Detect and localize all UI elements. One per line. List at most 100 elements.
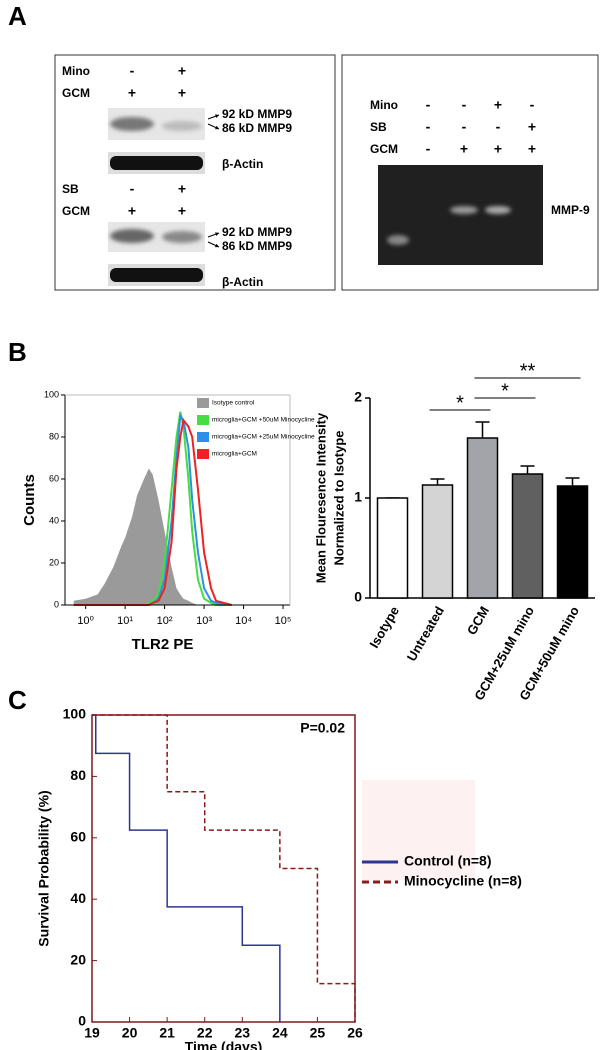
histogram-area — [73, 468, 232, 605]
survival-curve — [92, 714, 281, 1022]
condition-label: GCM — [62, 86, 90, 100]
y-tick-label: 20 — [70, 951, 86, 967]
condition-mark: + — [178, 203, 186, 219]
significance-label: * — [501, 380, 509, 402]
condition-mark: - — [130, 181, 135, 197]
band-label: 92 kD MMP9 — [222, 225, 292, 239]
blot-band — [110, 156, 203, 170]
y-tick-label: 100 — [63, 706, 87, 722]
condition-mark: - — [426, 141, 431, 157]
condition-label: Mino — [62, 64, 90, 78]
significance-label: ** — [520, 360, 536, 382]
y-tick-label: 0 — [54, 599, 59, 609]
x-tick-label: 10⁴ — [235, 615, 252, 627]
plot-frame — [91, 714, 356, 1023]
blot-band — [162, 231, 202, 243]
arrow-head — [215, 243, 219, 248]
y-tick-label: 0 — [78, 1013, 86, 1029]
panel-label: A — [8, 1, 27, 31]
band-label: 86 kD MMP9 — [222, 121, 292, 135]
y-axis-label: Normalized to Isotype — [331, 430, 346, 565]
legend-swatch — [197, 449, 209, 459]
y-axis-label: Mean Flouresence Intensity — [313, 412, 328, 583]
condition-mark: + — [494, 141, 502, 157]
p-value: P=0.02 — [300, 720, 345, 736]
x-tick-label: 26 — [347, 1025, 363, 1041]
y-axis-label: Counts — [21, 474, 38, 526]
bar — [466, 437, 499, 599]
x-axis-label: TLR2 PE — [132, 636, 194, 653]
survival-curve — [92, 714, 356, 1022]
y-tick-label: 2 — [354, 389, 362, 405]
x-tick-label: 10² — [157, 615, 173, 627]
loading-control-label: β-Actin — [222, 157, 263, 171]
condition-mark: - — [496, 119, 501, 135]
condition-label: SB — [62, 182, 79, 196]
blot-band — [110, 229, 154, 243]
condition-mark: - — [130, 63, 135, 79]
y-axis-label: Survival Probability (%) — [36, 790, 52, 946]
panel-frame — [341, 54, 599, 291]
y-tick-label: 20 — [49, 557, 59, 567]
condition-mark: - — [462, 119, 467, 135]
y-tick-label: 1 — [354, 489, 362, 505]
gel-band — [485, 206, 511, 214]
condition-mark: + — [528, 141, 536, 157]
x-tick-label: 10⁵ — [275, 615, 292, 627]
loading-control-label: β-Actin — [222, 275, 263, 289]
condition-mark: + — [178, 85, 186, 101]
arrow-head — [215, 232, 219, 237]
legend-swatch — [197, 398, 209, 408]
legend-label: Minocycline (n=8) — [404, 873, 522, 889]
x-tick-label: 22 — [197, 1025, 213, 1041]
arrow-head — [215, 114, 219, 119]
legend-label: Isotype control — [212, 400, 255, 407]
x-tick-label: 10⁰ — [77, 615, 94, 627]
condition-mark: + — [178, 181, 186, 197]
x-tick-label: 25 — [310, 1025, 326, 1041]
band-label: 86 kD MMP9 — [222, 239, 292, 253]
x-tick-label: Untreated — [404, 604, 447, 664]
bar — [421, 484, 454, 599]
condition-mark: - — [426, 119, 431, 135]
legend-swatch — [197, 432, 209, 442]
panel-label: B — [8, 337, 27, 367]
significance-label: * — [456, 392, 464, 414]
blot-band — [162, 121, 202, 131]
y-tick-label: 40 — [49, 515, 59, 525]
panel-label: C — [8, 685, 27, 715]
y-tick-label: 80 — [70, 767, 86, 783]
band-label: 92 kD MMP9 — [222, 107, 292, 121]
x-tick-label: GCM — [464, 604, 492, 638]
x-tick-label: 19 — [84, 1025, 100, 1041]
condition-label: Mino — [370, 98, 398, 112]
condition-mark: + — [128, 203, 136, 219]
x-axis-label: Time (days) — [185, 1039, 263, 1050]
panel-frame — [54, 54, 336, 291]
y-tick-label: 60 — [70, 829, 86, 845]
x-tick-label: 23 — [234, 1025, 250, 1041]
condition-mark: + — [528, 119, 536, 135]
condition-mark: + — [128, 85, 136, 101]
band-label: MMP-9 — [551, 203, 590, 217]
condition-label: GCM — [370, 142, 398, 156]
y-tick-label: 100 — [44, 389, 59, 399]
legend-swatch — [197, 415, 209, 425]
condition-mark: + — [494, 97, 502, 113]
x-tick-label: 20 — [122, 1025, 138, 1041]
bar — [376, 497, 409, 599]
legend-label: microglia+GCM +50uM Minocycline — [212, 417, 315, 424]
y-tick-label: 80 — [49, 431, 59, 441]
condition-mark: + — [178, 63, 186, 79]
x-tick-label: Isotype — [366, 604, 402, 651]
arrow-head — [215, 125, 219, 130]
blot-band — [110, 117, 154, 131]
x-tick-label: 10³ — [196, 615, 212, 627]
bar — [556, 485, 589, 599]
condition-label: GCM — [62, 204, 90, 218]
y-tick-label: 40 — [70, 890, 86, 906]
x-tick-label: 24 — [272, 1025, 288, 1041]
condition-mark: - — [530, 97, 535, 113]
gel-image — [378, 165, 543, 265]
